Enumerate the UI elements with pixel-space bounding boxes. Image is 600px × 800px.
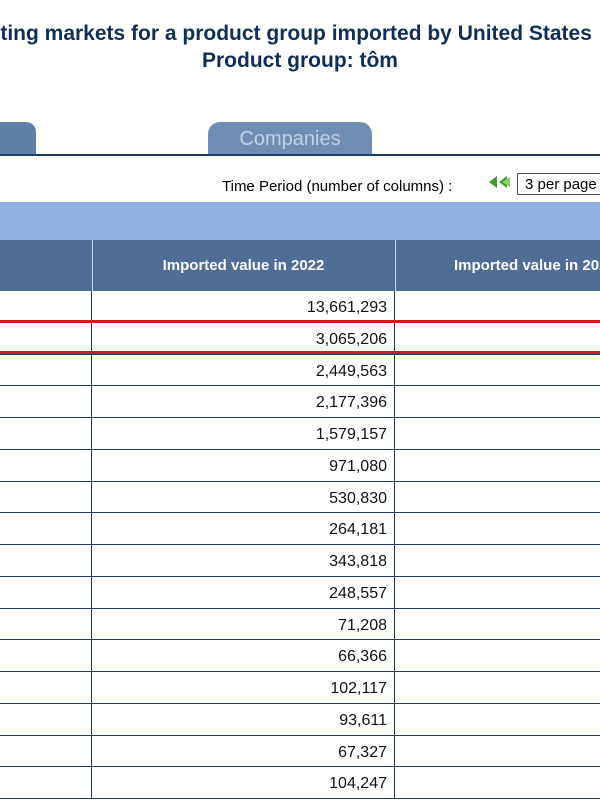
value-2023-cell — [395, 450, 600, 481]
time-period-bar: Time Period (number of columns) : 3 per … — [0, 156, 600, 202]
market-cell — [0, 291, 92, 322]
market-cell — [0, 608, 92, 640]
table-header: Imported value in 2022 Imported value in… — [0, 240, 600, 291]
title-main: Importing markets for a product group im… — [0, 22, 592, 45]
value-2022-cell: 102,117 — [92, 672, 395, 703]
market-cell — [0, 672, 92, 703]
market-cell — [0, 386, 92, 417]
market-cell — [0, 513, 92, 544]
value-2023-cell — [395, 482, 600, 513]
header-separator — [92, 240, 93, 291]
tab-companies[interactable]: Companies — [208, 122, 372, 154]
time-period-select[interactable]: 3 per page — [517, 173, 600, 195]
market-cell — [0, 545, 92, 576]
page-title: Importing markets for a product group im… — [0, 22, 600, 82]
table-row: 104,247 — [0, 767, 600, 799]
value-2023-cell — [395, 672, 600, 703]
value-2022-cell: 93,611 — [92, 703, 395, 735]
market-cell — [0, 576, 92, 608]
table-row: 66,366 — [0, 640, 600, 672]
value-2023-cell — [395, 386, 600, 417]
tab-divider — [0, 154, 600, 156]
column-header-2023[interactable]: Imported value in 2023 — [454, 257, 600, 274]
value-2022-cell: 264,181 — [92, 513, 395, 544]
table-row: 971,080 — [0, 449, 600, 482]
double-arrow-icon[interactable] — [488, 174, 514, 190]
table-body: 13,661,293 3,065,206 2,449,563 2,177,396 1,5… — [0, 291, 600, 800]
title-product-group: Product group: tôm — [202, 49, 398, 72]
table-row: 3,065,206 — [0, 322, 600, 355]
value-2022-cell: 343,818 — [92, 545, 395, 576]
value-2023-cell — [395, 577, 600, 608]
column-header-2022[interactable]: Imported value in 2022 — [162, 257, 325, 274]
market-cell — [0, 640, 92, 671]
value-2023-cell — [395, 609, 600, 640]
value-2022-cell: 530,830 — [92, 481, 395, 513]
value-2023-cell — [395, 640, 600, 671]
table-row: 71,208 — [0, 608, 600, 641]
value-2022-cell: 13,661,293 — [92, 291, 395, 322]
value-2023-cell — [395, 418, 600, 449]
table-row: 2,449,563 — [0, 354, 600, 387]
value-2022-cell: 104,247 — [92, 767, 395, 798]
market-cell — [0, 322, 92, 354]
value-2022-cell: 66,366 — [92, 640, 395, 671]
table-toolbar-band — [0, 202, 600, 240]
table-row: 93,611 — [0, 703, 600, 736]
value-2022-cell: 971,080 — [92, 449, 395, 481]
table-row: 102,117 — [0, 672, 600, 704]
value-2022-cell: 67,327 — [92, 735, 395, 767]
table-row: 1,579,157 — [0, 418, 600, 450]
header-separator — [395, 240, 396, 291]
value-2023-cell — [395, 513, 600, 544]
value-2023-cell — [395, 736, 600, 767]
table-row: 264,181 — [0, 513, 600, 545]
value-2022-cell: 71,208 — [92, 608, 395, 640]
table-row: 248,557 — [0, 576, 600, 609]
tab-previous[interactable] — [0, 122, 36, 154]
table-row: 67,327 — [0, 735, 600, 768]
value-2022-cell: 2,177,396 — [92, 386, 395, 417]
value-2022-cell: 2,449,563 — [92, 354, 395, 386]
market-cell — [0, 354, 92, 386]
value-2022-cell: 248,557 — [92, 576, 395, 608]
value-2023-cell — [395, 704, 600, 735]
table-row: 530,830 — [0, 481, 600, 514]
market-cell — [0, 767, 92, 798]
value-2022-cell: 1,579,157 — [92, 418, 395, 449]
value-2023-cell — [395, 291, 600, 322]
value-2022-cell: 3,065,206 — [92, 322, 395, 354]
table-row: 2,177,396 — [0, 386, 600, 418]
value-2023-cell — [395, 323, 600, 354]
market-cell — [0, 449, 92, 481]
value-2023-cell — [395, 355, 600, 386]
value-2023-cell — [395, 767, 600, 798]
time-period-label: Time Period (number of columns) : — [222, 178, 453, 195]
table-row: 13,661,293 — [0, 291, 600, 323]
market-cell — [0, 481, 92, 513]
market-cell — [0, 418, 92, 449]
table-row: 343,818 — [0, 545, 600, 577]
market-cell — [0, 703, 92, 735]
market-cell — [0, 735, 92, 767]
value-2023-cell — [395, 545, 600, 576]
